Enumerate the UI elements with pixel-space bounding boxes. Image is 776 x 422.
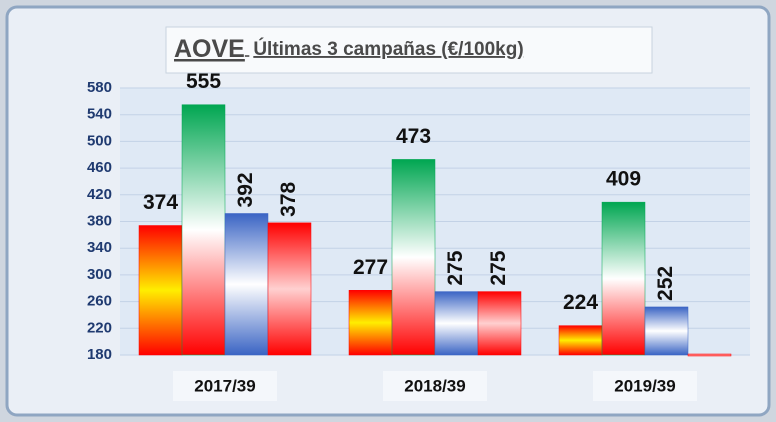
data-label: 409 [606, 168, 641, 191]
bar [267, 222, 312, 356]
data-label: 374 [143, 191, 178, 214]
title-box [165, 26, 653, 74]
subtitle: Últimas 3 campañas (€/100kg) [253, 38, 523, 60]
bar [434, 291, 479, 356]
bar [181, 104, 226, 356]
data-label: 473 [396, 125, 431, 148]
y-tick-label: 220 [87, 319, 112, 336]
x-tick-label: 2018/39 [404, 376, 465, 395]
data-label: 555 [186, 70, 221, 93]
data-label: 277 [353, 256, 388, 279]
data-label: 392 [234, 172, 257, 207]
bar [601, 201, 646, 356]
x-tick-label: 2017/39 [194, 376, 255, 395]
data-label: 252 [654, 266, 677, 301]
data-label: 378 [277, 181, 300, 216]
x-tick-label: 2019/39 [614, 376, 675, 395]
bar [138, 225, 183, 356]
y-tick-label: 300 [87, 266, 112, 283]
x-label-box [383, 371, 487, 401]
chart-title: AOVE Últimas 3 campañas (€/100kg) [174, 35, 524, 63]
y-tick-label: 340 [87, 239, 112, 256]
y-tick-label: 420 [87, 186, 112, 203]
y-tick-label: 460 [87, 159, 112, 176]
bar [558, 325, 603, 356]
bar [644, 306, 689, 356]
y-tick-label: 500 [87, 132, 112, 149]
bar [348, 290, 393, 356]
y-tick-label: 180 [87, 346, 112, 363]
bar [687, 353, 732, 357]
data-label: 275 [444, 250, 467, 285]
data-label: 275 [487, 250, 510, 285]
bar [391, 159, 436, 356]
title: AOVE [174, 35, 245, 63]
x-label-box [173, 371, 277, 401]
y-tick-label: 580 [87, 79, 112, 96]
x-label-box [593, 371, 697, 401]
bar [224, 213, 269, 356]
data-label: 224 [563, 291, 598, 314]
y-tick-label: 380 [87, 212, 112, 229]
y-tick-label: 540 [87, 106, 112, 123]
bar [477, 291, 522, 356]
y-tick-label: 260 [87, 293, 112, 310]
